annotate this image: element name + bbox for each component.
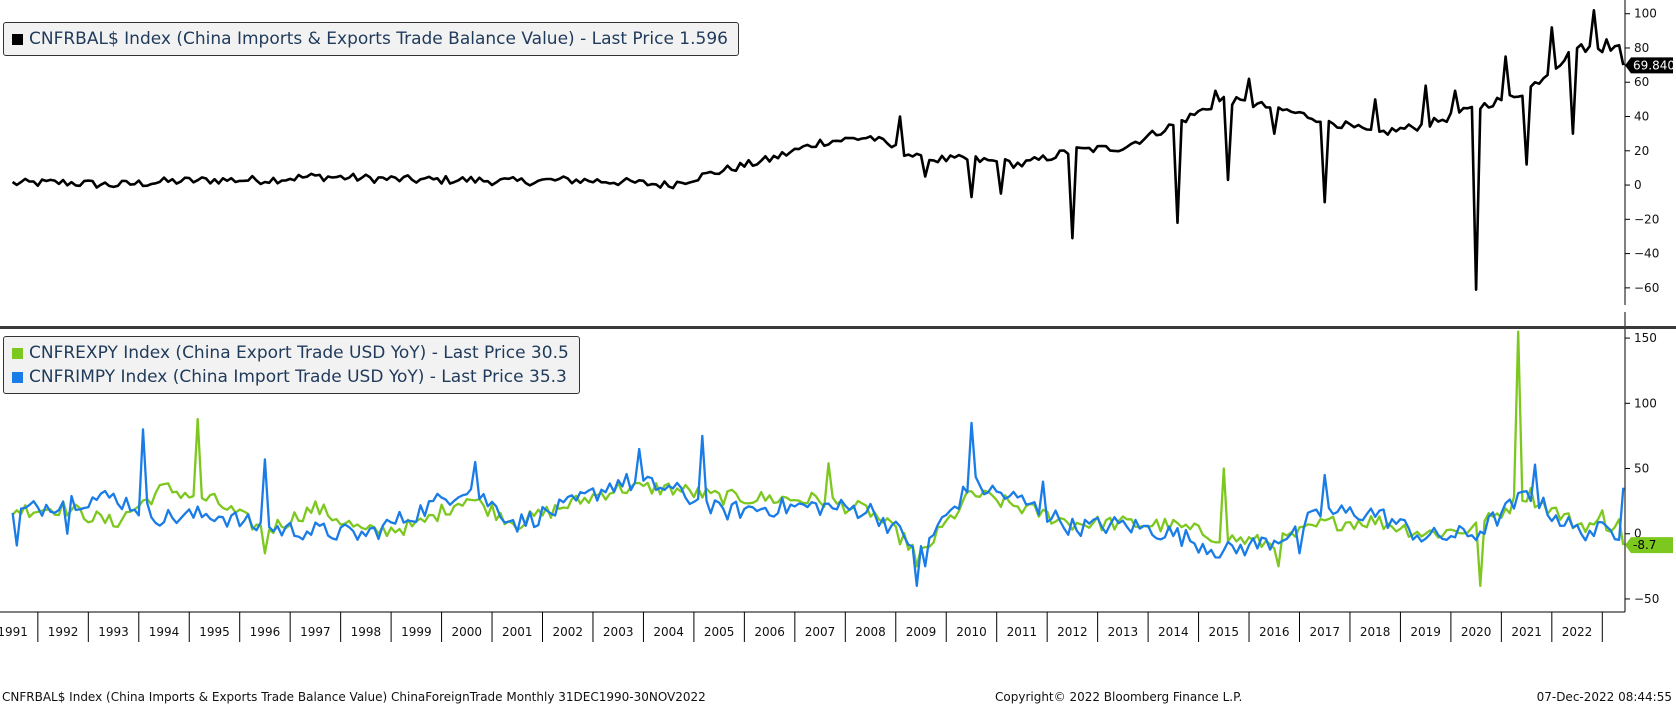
y-tick-label: −50 [1634,592,1659,606]
top-legend-label: CNFRBAL$ Index (China Imports & Exports … [29,29,728,49]
x-tick-label: 1994 [149,625,180,639]
x-tick-label: 2007 [805,625,836,639]
y-tick-label: −20 [1634,212,1659,226]
y-tick-label: 100 [1634,396,1657,410]
series-line [11,421,1625,588]
y-tick-label: 50 [1634,462,1649,476]
y-tick-label: −40 [1634,247,1659,261]
x-tick-label: 2017 [1309,625,1340,639]
last-value-label: -8.7 [1633,538,1656,552]
last-value-tag [1625,57,1673,74]
y-tick-label: 0 [1634,178,1642,192]
x-tick-label: 2006 [754,625,785,639]
x-tick-label: 1997 [300,625,331,639]
series-line [11,330,1625,588]
y-tick-label: 80 [1634,41,1649,55]
top-legend[interactable]: CNFRBAL$ Index (China Imports & Exports … [3,22,739,56]
x-tick-label: 1995 [199,625,230,639]
x-tick-label: 2003 [603,625,634,639]
x-tick-label: 2012 [1057,625,1088,639]
footer-timestamp: 07-Dec-2022 08:44:55 [1536,690,1672,704]
y-tick-label: 100 [1634,7,1657,21]
x-tick-label: 2002 [552,625,583,639]
x-tick-label: 2001 [502,625,533,639]
x-tick-label: 1996 [250,625,281,639]
y-tick-label: 40 [1634,110,1649,124]
last-value-tag [1625,537,1673,554]
import-series-swatch [12,371,23,383]
x-tick-label: 2016 [1259,625,1290,639]
y-tick-label: 20 [1634,144,1649,158]
x-tick-label: 2004 [653,625,684,639]
export-series-swatch [12,347,23,359]
x-tick-label: 2010 [956,625,987,639]
y-tick-label: 60 [1634,75,1649,89]
last-value-label: 69.840 [1633,58,1675,72]
x-tick-label: 2000 [452,625,483,639]
footer-description: CNFRBAL$ Index (China Imports & Exports … [2,690,706,704]
x-tick-label: 2020 [1461,625,1492,639]
x-tick-label: 2009 [906,625,937,639]
export-legend-label: CNFREXPY Index (China Export Trade USD Y… [29,343,569,363]
x-tick-label: 1993 [98,625,129,639]
series-line [11,9,1625,291]
x-tick-label: 1991 [0,625,28,639]
x-tick-label: 2022 [1562,625,1593,639]
y-tick-label: 0 [1634,527,1642,541]
x-tick-label: 1998 [351,625,382,639]
panel-divider[interactable] [0,326,1676,329]
import-legend-label: CNFRIMPY Index (China Import Trade USD Y… [29,367,567,387]
footer-copyright: Copyright© 2022 Bloomberg Finance L.P. [995,690,1243,704]
bottom-legend[interactable]: CNFREXPY Index (China Export Trade USD Y… [3,336,580,394]
x-tick-label: 2019 [1410,625,1441,639]
x-tick-label: 2015 [1209,625,1240,639]
x-tick-label: 1992 [48,625,79,639]
x-tick-label: 1999 [401,625,432,639]
x-tick-label: 2021 [1511,625,1542,639]
x-tick-label: 2018 [1360,625,1391,639]
x-tick-label: 2011 [1007,625,1038,639]
x-tick-label: 2008 [855,625,886,639]
black-series-swatch [12,33,23,45]
x-tick-label: 2014 [1158,625,1189,639]
x-tick-label: 2005 [704,625,735,639]
x-tick-label: 2013 [1108,625,1139,639]
y-tick-label: −60 [1634,281,1659,295]
y-tick-label: 150 [1634,331,1657,345]
